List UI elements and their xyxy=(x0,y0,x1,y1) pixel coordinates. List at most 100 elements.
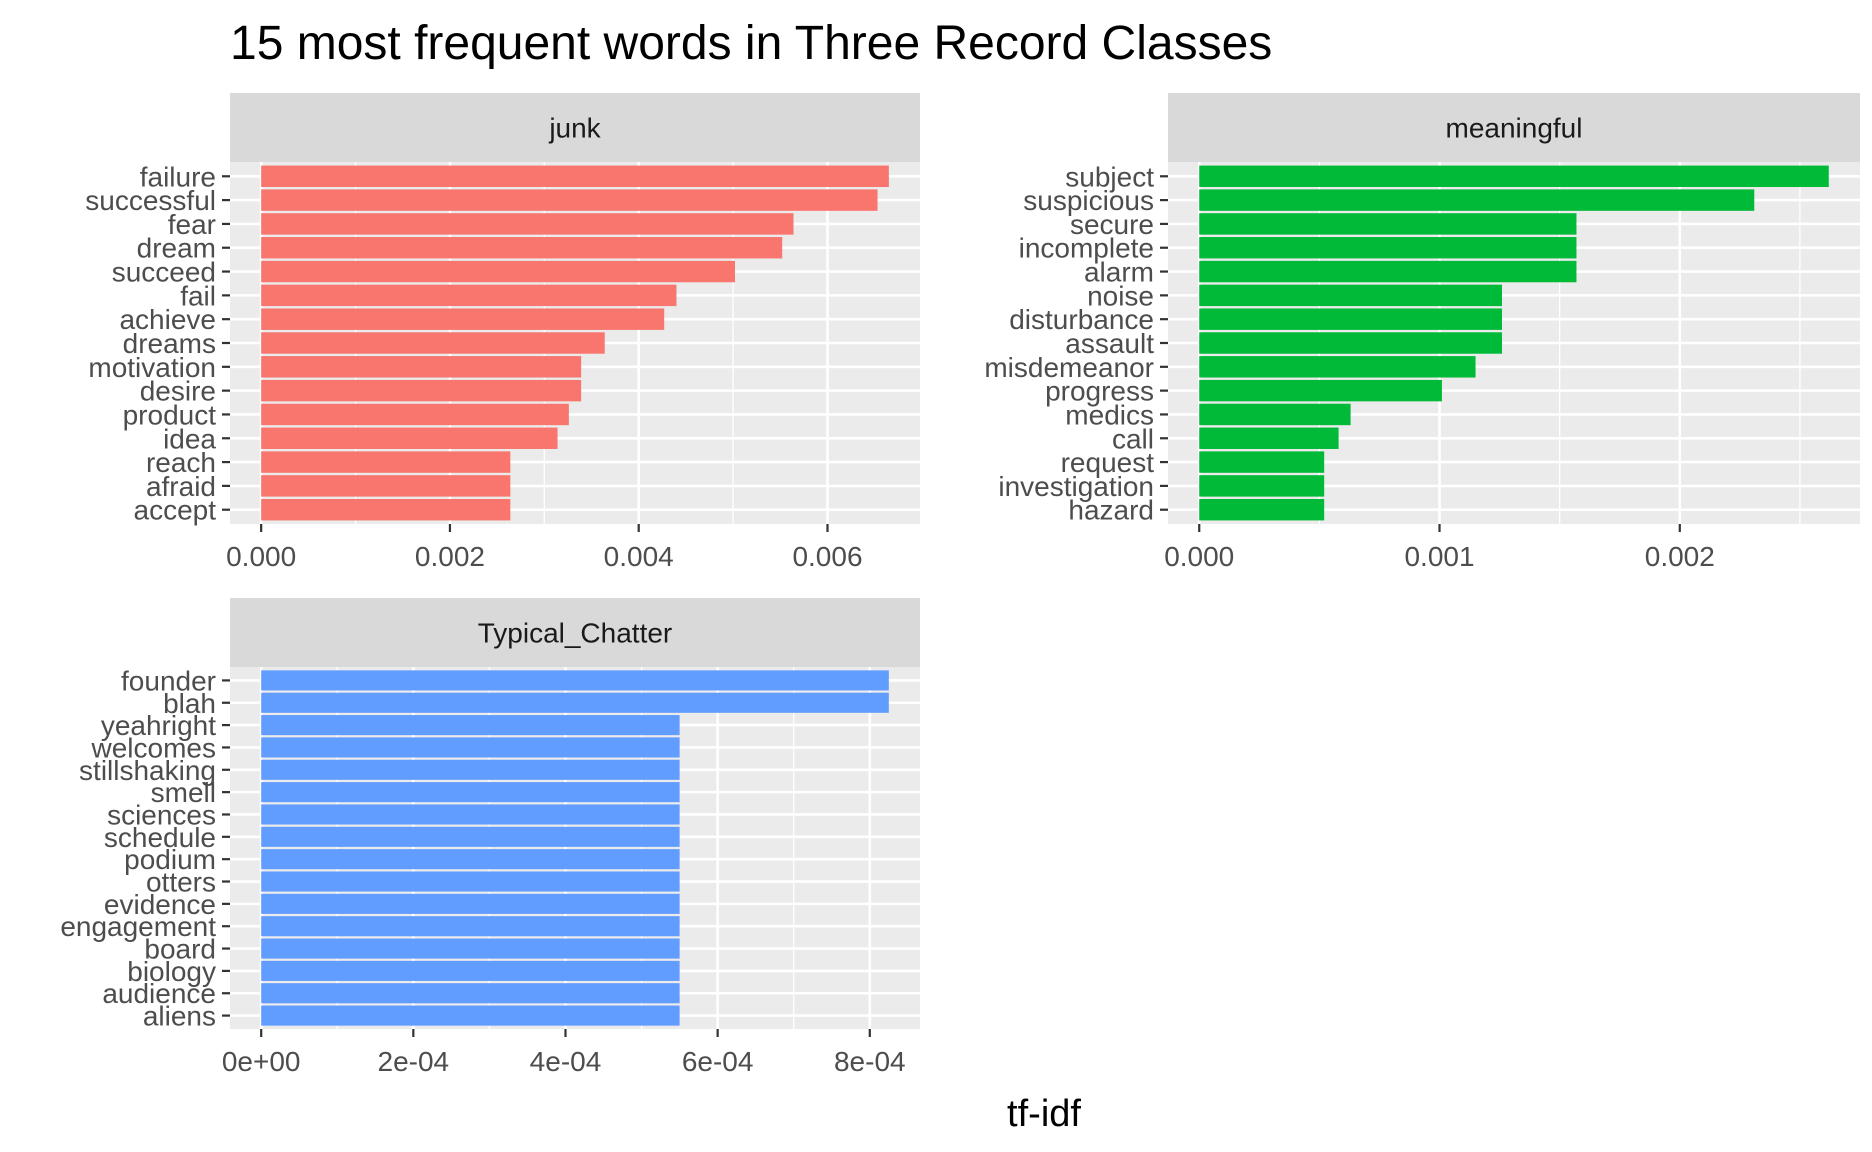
x-tick-label: 0.006 xyxy=(792,541,862,572)
facet-panel-junk: junk failuresuccessfulfeardreamsucceedfai… xyxy=(85,93,920,572)
bar-call xyxy=(1199,427,1339,449)
bar-afraid xyxy=(261,475,511,497)
y-tick-label: subject xyxy=(1065,161,1154,192)
y-tick-label: reach xyxy=(146,447,216,478)
x-tick-label: 0.002 xyxy=(415,541,485,572)
y-tick-label: afraid xyxy=(146,471,216,502)
y-tick-label: misdemeanor xyxy=(984,352,1154,383)
bar-subject xyxy=(1199,165,1829,188)
facet-panels: junk failuresuccessfulfeardreamsucceedfai… xyxy=(60,93,1860,1077)
bar-otters xyxy=(261,871,680,892)
bar-desire xyxy=(261,379,582,402)
bar-stillshaking xyxy=(261,759,680,780)
y-tick-label: fail xyxy=(180,280,216,311)
x-tick-label: 8e-04 xyxy=(834,1046,906,1077)
y-tick-label: failure xyxy=(140,161,216,192)
bar-disturbance xyxy=(1199,308,1502,330)
facet-strip-label: meaningful xyxy=(1446,113,1583,144)
facet-strip xyxy=(230,93,920,162)
bar-investigation xyxy=(1199,475,1325,497)
bar-dreams xyxy=(261,332,605,354)
facet-panel-meaningful: meaningful subjectsuspicioussecureincompl… xyxy=(984,93,1860,572)
bar-founder xyxy=(261,670,889,691)
y-tick-label: call xyxy=(1112,423,1154,454)
y-tick-label: podium xyxy=(124,844,216,875)
bar-medics xyxy=(1199,403,1351,426)
y-tick-label: progress xyxy=(1045,376,1154,407)
bar-incomplete xyxy=(1199,237,1577,259)
bar-podium xyxy=(261,849,680,870)
x-tick-label: 0.000 xyxy=(1164,541,1234,572)
y-tick-label: suspicious xyxy=(1023,185,1154,216)
x-tick-label: 2e-04 xyxy=(378,1046,450,1077)
y-tick-label: achieve xyxy=(119,304,216,335)
bar-failure xyxy=(261,165,889,188)
bar-hazard xyxy=(1199,498,1325,521)
bar-fail xyxy=(261,284,677,307)
y-tick-label: founder xyxy=(121,665,216,696)
x-tick-label: 0.002 xyxy=(1645,541,1715,572)
bar-blah xyxy=(261,692,889,713)
bar-idea xyxy=(261,427,558,449)
bar-achieve xyxy=(261,308,665,330)
y-tick-label: biology xyxy=(127,956,216,987)
bar-evidence xyxy=(261,893,680,914)
bar-fear xyxy=(261,213,794,235)
y-tick-label: fear xyxy=(168,209,216,240)
y-tick-label: welcomes xyxy=(91,732,216,763)
y-tick-label: alarm xyxy=(1084,257,1154,288)
chart-title: 15 most frequent words in Three Record C… xyxy=(230,17,1272,70)
y-tick-label: stillshaking xyxy=(79,755,216,786)
y-tick-label: smell xyxy=(151,777,216,808)
y-tick-label: blah xyxy=(163,688,216,719)
bar-noise xyxy=(1199,284,1502,307)
y-tick-label: dream xyxy=(137,233,216,264)
y-tick-label: evidence xyxy=(104,889,216,920)
y-tick-label: disturbance xyxy=(1009,304,1154,335)
y-tick-label: noise xyxy=(1087,280,1154,311)
y-tick-label: desire xyxy=(140,376,216,407)
y-tick-label: request xyxy=(1061,447,1155,478)
y-tick-label: product xyxy=(123,399,217,430)
bar-misdemeanor xyxy=(1199,356,1476,378)
bar-alarm xyxy=(1199,260,1577,283)
facet-panel-Typical_Chatter: Typical_Chatterfounderblahyeahrightwelco… xyxy=(60,598,920,1077)
bar-yeahright xyxy=(261,715,680,736)
bar-sciences xyxy=(261,804,680,825)
bar-engagement xyxy=(261,916,680,937)
facet-strip-label: Typical_Chatter xyxy=(478,618,673,649)
y-tick-label: secure xyxy=(1070,209,1154,240)
y-tick-label: idea xyxy=(163,423,216,454)
y-tick-label: audience xyxy=(102,978,216,1009)
x-tick-label: 6e-04 xyxy=(682,1046,754,1077)
bar-accept xyxy=(261,498,511,521)
y-tick-label: yeahright xyxy=(101,710,216,741)
bar-dream xyxy=(261,237,783,259)
y-tick-label: schedule xyxy=(104,822,216,853)
bar-request xyxy=(1199,451,1325,473)
bar-motivation xyxy=(261,356,582,378)
y-tick-label: engagement xyxy=(60,911,216,942)
bar-reach xyxy=(261,451,511,473)
y-tick-label: dreams xyxy=(123,328,216,359)
facet-strip xyxy=(1168,93,1860,162)
y-tick-label: sciences xyxy=(107,799,216,830)
y-tick-label: incomplete xyxy=(1019,233,1154,264)
y-tick-label: hazard xyxy=(1068,495,1154,526)
y-tick-label: board xyxy=(144,934,216,965)
bar-succeed xyxy=(261,260,735,283)
y-tick-label: investigation xyxy=(998,471,1154,502)
bar-board xyxy=(261,938,680,959)
facet-strip-label: junk xyxy=(548,113,601,144)
bar-suspicious xyxy=(1199,189,1755,211)
y-tick-label: motivation xyxy=(88,352,216,383)
bar-product xyxy=(261,403,569,426)
bar-successful xyxy=(261,189,878,211)
bar-secure xyxy=(1199,213,1577,235)
bar-biology xyxy=(261,960,680,981)
x-tick-label: 0.004 xyxy=(604,541,674,572)
bar-smell xyxy=(261,782,680,803)
x-axis-title: tf-idf xyxy=(1007,1093,1081,1135)
y-tick-label: aliens xyxy=(143,1001,216,1032)
